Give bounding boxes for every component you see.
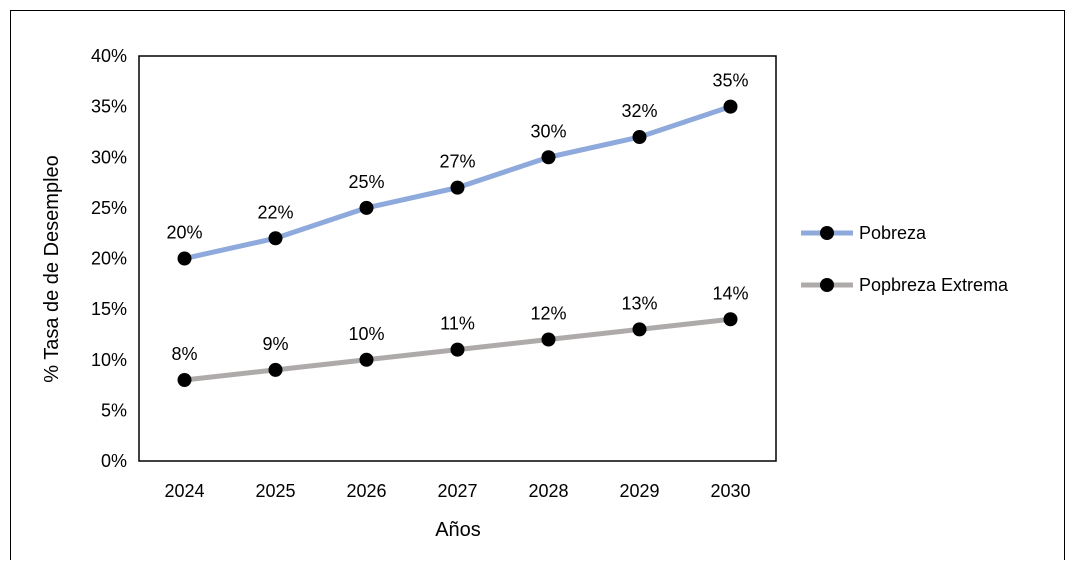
x-tick-label: 2025 (255, 481, 295, 501)
x-axis-title: Años (435, 519, 481, 541)
data-point (177, 373, 192, 387)
legend: Pobreza Popbreza Extrema (801, 223, 1009, 295)
data-label: 10% (348, 324, 384, 344)
data-point (177, 251, 192, 266)
data-label: 22% (257, 202, 293, 222)
x-tick-label: 2026 (346, 481, 386, 501)
x-tick-label: 2024 (164, 481, 204, 501)
data-label: 20% (166, 223, 202, 243)
data-label: 25% (348, 172, 384, 192)
line-chart: 0% 5% 10% 15% 20% 25% 30% 35% 40% 2024 2025 2026 20… (41, 46, 1009, 541)
data-point (632, 322, 647, 337)
x-tick-label: 2029 (619, 481, 659, 501)
x-tick-label: 2027 (437, 481, 477, 501)
x-tick-label: 2030 (710, 481, 750, 501)
y-tick-label: 5% (101, 400, 127, 420)
data-point (723, 312, 738, 327)
data-point (632, 130, 647, 144)
data-label: 9% (262, 334, 288, 354)
data-point (541, 150, 556, 165)
y-axis-title: % Tasa de de Desempleo (41, 155, 63, 383)
data-point (268, 231, 283, 246)
x-tick-label: 2028 (528, 481, 568, 501)
y-tick-label: 40% (91, 46, 127, 66)
y-tick-label: 25% (91, 198, 127, 218)
y-tick-label: 20% (91, 249, 127, 269)
data-label: 8% (171, 344, 197, 364)
y-tick-label: 10% (91, 350, 127, 370)
legend-label: Pobreza (859, 223, 927, 243)
plot-area (138, 55, 777, 462)
data-label: 30% (530, 121, 566, 141)
chart-container: 0% 5% 10% 15% 20% 25% 30% 35% 40% 2024 2025 2026 20… (10, 10, 1065, 560)
data-label: 13% (621, 293, 657, 313)
data-label: 12% (530, 304, 566, 324)
legend-marker (820, 226, 834, 240)
y-tick-label: 0% (101, 451, 127, 471)
data-point (450, 180, 465, 195)
data-point (541, 332, 556, 347)
legend-marker (820, 278, 834, 292)
y-tick-label: 15% (91, 299, 127, 319)
y-tick-label: 30% (91, 147, 127, 167)
data-label: 35% (712, 71, 748, 91)
data-label: 11% (440, 314, 475, 334)
legend-label: Popbreza Extrema (859, 275, 1009, 295)
y-tick-label: 35% (91, 97, 127, 117)
data-point (268, 362, 283, 377)
data-point (723, 99, 738, 114)
data-label: 14% (712, 283, 748, 303)
data-point (359, 352, 374, 367)
data-point (359, 200, 374, 215)
data-point (450, 342, 465, 357)
data-label: 32% (621, 101, 657, 121)
data-label: 27% (439, 152, 475, 172)
